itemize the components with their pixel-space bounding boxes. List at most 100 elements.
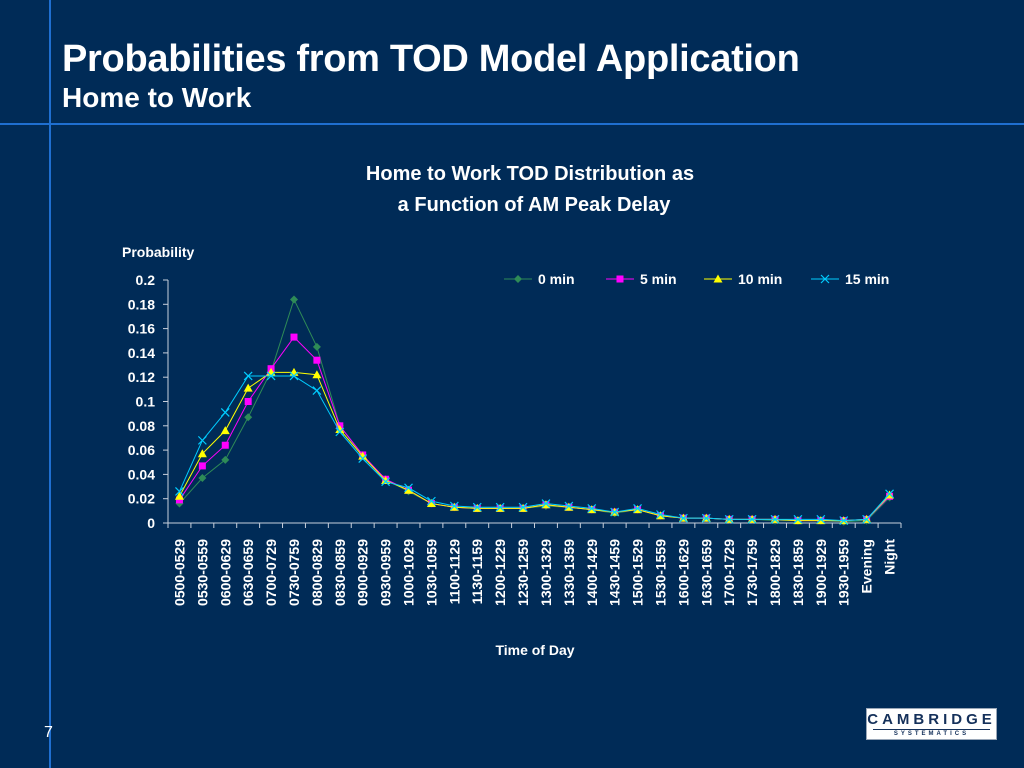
cambridge-systematics-logo: CAMBRIDGE SYSTEMATICS: [866, 708, 997, 740]
data-point: [816, 514, 826, 524]
y-tick-label: 0.14: [128, 345, 155, 361]
accent-horizontal-line: [0, 123, 1024, 125]
legend-label: 0 min: [538, 271, 575, 287]
x-tick-label: 0900-0929: [355, 539, 371, 606]
data-point: [358, 454, 368, 464]
data-point: [839, 516, 849, 525]
legend: 0 min 5 min 10 min 15 min: [504, 271, 889, 287]
data-point: [244, 398, 252, 405]
x-tick-label: 1530-1559: [652, 539, 668, 606]
series-line: [179, 298, 890, 523]
data-point: [198, 474, 207, 483]
y-ticks: 0 0.02 0.04 0.06 0.08 0.1 0.12 0.14 0.16 0.18 0.2: [128, 272, 168, 531]
x-tick-label: 1200-1229: [492, 539, 508, 606]
x-ticks: 0500-0529 0530-0559 0600-0629 0630-0659 0700…: [167, 523, 902, 606]
x-tick-label: Evening: [859, 539, 875, 593]
data-point: [358, 451, 368, 460]
y-tick-label: 0.16: [128, 321, 155, 337]
y-tick-label: 0: [147, 515, 155, 531]
data-point: [335, 424, 345, 433]
data-point: [244, 413, 253, 422]
y-tick-label: 0.02: [128, 491, 155, 507]
x-tick-label: 1300-1329: [538, 539, 554, 606]
data-point: [175, 496, 183, 504]
data-point: [198, 462, 206, 470]
accent-vertical-line: [49, 0, 51, 768]
x-tick-label: 0500-0529: [171, 539, 187, 606]
legend-item: 10 min: [704, 271, 782, 287]
data-point: [243, 383, 253, 392]
data-point: [313, 356, 321, 364]
data-point: [381, 477, 391, 487]
series-line: [179, 371, 890, 522]
x-tick-label: 0930-0959: [378, 539, 394, 606]
data-point: [220, 408, 230, 417]
series-line: [178, 375, 890, 522]
data-point: [266, 371, 276, 381]
x-tick-label: 1230-1259: [515, 539, 531, 606]
legend-item: 15 min: [811, 271, 889, 287]
x-tick-label: 1900-1929: [813, 539, 829, 606]
data-point: [197, 435, 207, 445]
x-tick-label: 1600-1629: [675, 539, 691, 606]
y-tick-label: 0.06: [128, 442, 155, 458]
data-point: [587, 503, 597, 513]
y-tick-label: 0.12: [128, 369, 155, 385]
logo-sub-text: SYSTEMATICS: [893, 731, 970, 737]
x-tick-label: 1830-1859: [790, 539, 806, 606]
data-point: [724, 514, 734, 524]
data-point: [495, 502, 505, 512]
legend-marker: [820, 274, 830, 284]
legend-label: 15 min: [845, 271, 889, 287]
x-tick-label: 1430-1459: [607, 539, 623, 606]
y-tick-label: 0.2: [136, 272, 156, 288]
legend-item: 0 min: [504, 271, 575, 287]
data-point: [564, 501, 574, 511]
page-number: 7: [44, 724, 53, 741]
data-point: [289, 371, 299, 381]
legend-marker: [713, 274, 723, 283]
x-tick-label: 0830-0859: [332, 539, 348, 606]
data-point: [335, 427, 345, 437]
data-point: [290, 333, 298, 341]
slide-title: Probabilities from TOD Model Application: [62, 38, 800, 80]
y-tick-label: 0.1: [136, 394, 156, 410]
data-point: [174, 491, 184, 500]
x-tick-label: 1500-1529: [630, 539, 646, 606]
data-point: [541, 499, 551, 508]
x-tick-label: 0800-0829: [309, 539, 325, 606]
data-point: [770, 514, 780, 524]
data-point: [243, 371, 253, 381]
logo-rule: [873, 729, 990, 730]
data-point: [404, 485, 414, 494]
series-15-min: [175, 371, 894, 525]
legend-label: 10 min: [738, 271, 782, 287]
data-point: [449, 501, 459, 511]
data-point: [221, 441, 229, 449]
data-point: [426, 496, 436, 506]
x-tick-label: 1930-1959: [836, 539, 852, 606]
x-axis-label: Time of Day: [495, 642, 574, 658]
x-tick-label: 0730-0759: [286, 539, 302, 606]
data-point: [862, 514, 872, 524]
legend-item: 5 min: [606, 271, 677, 287]
chart-title-line2: a Function of AM Peak Delay: [398, 194, 672, 216]
data-point: [656, 510, 665, 519]
data-point: [633, 503, 643, 513]
data-point: [221, 455, 230, 464]
data-point: [747, 514, 757, 524]
data-point: [220, 426, 230, 435]
x-tick-label: 1000-1029: [401, 539, 417, 606]
data-point: [885, 489, 894, 499]
series-line: [179, 336, 890, 522]
x-tick-label: 1130-1159: [469, 539, 485, 605]
legend-label: 5 min: [640, 271, 677, 287]
data-point: [426, 499, 436, 508]
series-0-min: [175, 295, 894, 526]
data-point: [610, 507, 620, 517]
y-axis-label: Probability: [122, 244, 195, 260]
x-tick-label: 0700-0729: [263, 539, 279, 606]
x-tick-label: 1330-1359: [561, 539, 577, 606]
data-point: [404, 483, 413, 493]
